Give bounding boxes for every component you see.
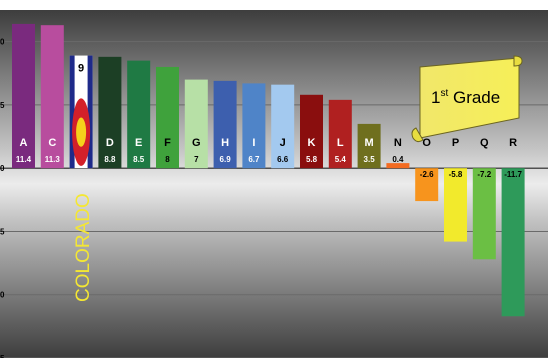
- grade-scroll-curl-bottom: [411, 127, 424, 143]
- y-tick-label: 0: [0, 164, 5, 173]
- bar-g: [184, 79, 208, 169]
- category-label: J: [280, 137, 286, 149]
- category-label: M: [365, 137, 374, 149]
- category-label: F: [164, 137, 171, 149]
- bar-d: [98, 56, 122, 169]
- category-label: K: [308, 137, 316, 149]
- bar-m: [357, 123, 381, 169]
- category-label: D: [106, 137, 114, 149]
- value-label: -5.8: [449, 170, 463, 179]
- category-label: A: [20, 137, 28, 149]
- category-label: R: [509, 137, 517, 149]
- value-label: -2.6: [420, 170, 434, 179]
- bar-f: [156, 66, 179, 169]
- grade-sign: 1st Grade: [411, 55, 523, 143]
- bar-p: [444, 168, 467, 242]
- y-tick-label: 0: [0, 291, 5, 300]
- value-label: 11.4: [16, 155, 32, 164]
- bar-l: [328, 99, 352, 169]
- top-strip: [0, 0, 548, 10]
- bar-c: [40, 25, 64, 169]
- category-label: N: [394, 137, 402, 149]
- value-label: 8.8: [104, 155, 116, 164]
- category-label: G: [192, 137, 201, 149]
- bar-r: [501, 168, 525, 317]
- y-axis-ticks: 5 0 5 0 5 0: [0, 38, 5, 358]
- value-label: 8.5: [133, 155, 145, 164]
- value-label: -7.2: [477, 170, 491, 179]
- category-label: E: [135, 137, 142, 149]
- bar-k: [300, 94, 323, 169]
- bar-labels: A 11.4 C 11.3 D 8.8 E 8.5 F 8 G 7 H 6.9 I 6.7 J 6.6 K 5.8 L 5…: [16, 137, 523, 179]
- value-label: 11.3: [45, 155, 61, 164]
- grade-word: Grade: [448, 88, 500, 107]
- grade-scroll-body: [419, 57, 520, 139]
- y-tick-label: 5: [0, 101, 5, 110]
- bar-h: [213, 80, 237, 169]
- value-label: 0.4: [392, 155, 404, 164]
- bars: [12, 23, 525, 317]
- flag-left-stripe: [69, 55, 75, 169]
- value-label: -11.7: [504, 170, 522, 179]
- bar-q: [472, 168, 496, 260]
- y-tick-label: 0: [0, 38, 5, 47]
- bar-o: [415, 168, 439, 202]
- bar-n: [386, 163, 410, 169]
- value-label: 6.6: [277, 155, 289, 164]
- category-label: C: [48, 137, 56, 149]
- category-label: H: [221, 137, 229, 149]
- grade-scroll-curl-top: [513, 55, 523, 67]
- y-tick-label: 5: [0, 227, 5, 236]
- category-label: O: [422, 137, 431, 149]
- chart-svg: 5 0 5 0 5 0 9 A 11.4 C 11.3 D 8.8 E 8.5 F 8 G 7 H 6.9 I 6.7 J…: [0, 10, 548, 358]
- grade-suffix: st: [440, 88, 448, 99]
- value-label: 6.7: [248, 155, 260, 164]
- flag-gold-disc: [76, 117, 87, 147]
- value-label: 5.4: [335, 155, 347, 164]
- category-label: L: [337, 137, 344, 149]
- category-label: P: [452, 137, 459, 149]
- grade-number: 1: [431, 88, 440, 107]
- bar-j: [271, 84, 295, 169]
- value-label: 5.8: [306, 155, 318, 164]
- grade-text: 1st Grade: [431, 88, 500, 107]
- category-label: Q: [480, 137, 489, 149]
- value-label: 6.9: [220, 155, 232, 164]
- bar-i: [242, 83, 266, 169]
- value-label: 3.5: [364, 155, 376, 164]
- y-tick-label: 5: [0, 354, 5, 358]
- flag-number: 9: [78, 63, 84, 75]
- value-label: 7: [194, 155, 199, 164]
- category-label: I: [252, 137, 255, 149]
- bar-e: [127, 60, 151, 169]
- value-label: 8: [165, 155, 170, 164]
- bar-a: [12, 23, 35, 169]
- colorado-flag-bar: 9: [69, 55, 93, 169]
- flag-right-stripe: [87, 55, 93, 169]
- colorado-banner-text: COLORADO: [73, 193, 94, 302]
- bar-chart: 5 0 5 0 5 0 9 A 11.4 C 11.3 D 8.8 E 8.5 F 8 G 7 H 6.9 I 6.7 J…: [0, 10, 548, 358]
